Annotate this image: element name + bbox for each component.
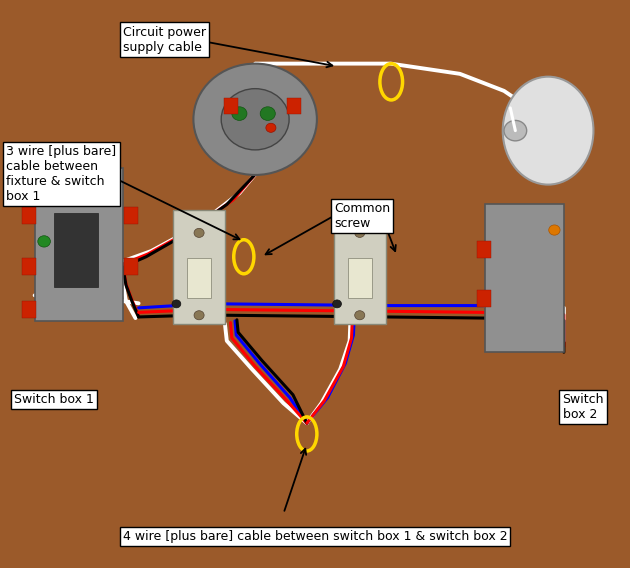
- Text: 3 wire [plus bare]
cable between
fixture & switch
box 1: 3 wire [plus bare] cable between fixture…: [6, 145, 117, 203]
- Circle shape: [232, 107, 247, 120]
- Bar: [477, 241, 491, 258]
- Bar: [224, 98, 238, 114]
- Bar: [348, 258, 372, 298]
- Bar: [124, 258, 138, 275]
- Bar: [187, 258, 211, 298]
- Circle shape: [355, 311, 365, 320]
- Bar: [334, 210, 386, 324]
- Circle shape: [221, 89, 289, 150]
- Circle shape: [172, 300, 181, 308]
- Circle shape: [194, 228, 204, 237]
- Bar: [35, 168, 123, 321]
- Bar: [124, 207, 138, 224]
- Ellipse shape: [503, 77, 593, 185]
- Bar: [22, 301, 36, 318]
- Bar: [22, 258, 36, 275]
- Bar: [22, 207, 36, 224]
- Circle shape: [260, 107, 275, 120]
- Circle shape: [355, 228, 365, 237]
- Circle shape: [194, 311, 204, 320]
- Text: Circuit power
supply cable: Circuit power supply cable: [123, 26, 206, 53]
- Bar: [485, 204, 564, 352]
- Text: Switch
box 2: Switch box 2: [563, 393, 604, 421]
- Text: Common
screw: Common screw: [334, 202, 390, 229]
- Bar: [287, 98, 301, 114]
- Text: Switch box 1: Switch box 1: [14, 393, 94, 406]
- Bar: [54, 213, 98, 287]
- Text: 4 wire [plus bare] cable between switch box 1 & switch box 2: 4 wire [plus bare] cable between switch …: [123, 531, 507, 543]
- Circle shape: [266, 123, 276, 132]
- Circle shape: [333, 300, 341, 308]
- Circle shape: [549, 225, 560, 235]
- Circle shape: [504, 120, 527, 141]
- Circle shape: [193, 64, 317, 175]
- Bar: [477, 290, 491, 307]
- Bar: [173, 210, 225, 324]
- Circle shape: [38, 236, 50, 247]
